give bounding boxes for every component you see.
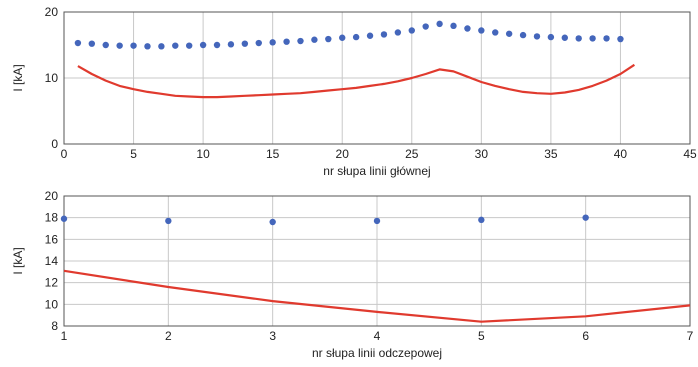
main-data-point: [172, 42, 179, 49]
main-plot-frame: [63, 11, 691, 145]
main-x-tick-label: 45: [683, 147, 697, 161]
main-data-point: [102, 41, 109, 49]
main-data-point: [533, 33, 541, 40]
branch-x-tick-label: 7: [687, 329, 694, 343]
main-x-tick-label: 0: [61, 147, 68, 161]
branch-data-point: [373, 217, 381, 225]
main-x-tick-label: 5: [130, 147, 137, 161]
branch-x-tick-label: 6: [582, 329, 589, 343]
branch-plot-frame: [63, 195, 691, 327]
main-data-point: [186, 42, 193, 49]
branch-data-point: [269, 218, 276, 226]
main-current-line: [77, 63, 636, 99]
branch-y-tick-label: 8: [51, 319, 58, 333]
main-x-tick-label: 25: [405, 147, 419, 161]
main-data-point: [130, 42, 137, 49]
main-data-point: [436, 20, 443, 28]
branch-y-tick-label: 14: [45, 254, 59, 268]
main-data-point: [478, 27, 485, 34]
main-y-tick-label: 20: [45, 5, 59, 19]
branch-data-point: [582, 214, 589, 221]
main-data-point: [519, 31, 527, 39]
branch-x-tick-label: 5: [478, 329, 485, 343]
main-line-chart: 0 5 10 15 20 25 30 35 40 45 0 10 20 nr słupa linii gł…: [11, 5, 697, 178]
main-data-point: [394, 29, 402, 36]
main-data-point: [380, 31, 388, 38]
main-data-point: [352, 33, 360, 41]
main-data-point: [311, 36, 318, 43]
main-data-point: [325, 35, 332, 43]
branch-y-tick-label: 12: [45, 276, 59, 290]
main-data-point: [227, 41, 235, 48]
main-data-point: [116, 42, 123, 49]
branch-x-tick-label: 3: [269, 329, 276, 343]
branch-data-point: [165, 217, 172, 225]
branch-y-tick-label: 20: [45, 189, 59, 203]
main-data-point: [297, 37, 304, 45]
branch-x-tick-label: 1: [61, 329, 68, 343]
main-data-point: [422, 23, 429, 30]
main-data-point: [269, 39, 276, 46]
main-data-point: [505, 30, 513, 37]
branch-data-point: [60, 215, 68, 222]
main-data-point: [283, 38, 290, 45]
main-data-point: [255, 39, 262, 47]
main-data-point: [144, 43, 151, 50]
main-y-tick-label: 0: [51, 137, 58, 151]
branch-y-tick-label: 16: [45, 232, 59, 246]
branch-x-tick-label: 2: [165, 329, 172, 343]
main-x-tick-label: 35: [544, 147, 558, 161]
branch-y-tick-label: 10: [45, 297, 59, 311]
main-data-point: [74, 39, 82, 47]
main-data-point: [366, 32, 374, 39]
main-x-tick-label: 40: [614, 147, 628, 161]
main-data-point: [589, 35, 596, 42]
main-x-tick-label: 20: [336, 147, 350, 161]
main-data-point: [492, 29, 499, 36]
branch-y-tick-label: 18: [45, 211, 59, 225]
main-data-point: [339, 34, 346, 41]
branch-data-point: [478, 216, 485, 224]
main-data-point: [547, 33, 555, 41]
branch-y-axis-label: I [kA]: [11, 247, 25, 274]
branch-x-tick-label: 4: [374, 329, 381, 343]
main-data-point: [450, 22, 457, 30]
main-data-point: [241, 40, 249, 47]
main-data-point: [617, 35, 624, 43]
main-data-point: [575, 35, 582, 42]
main-data-point: [88, 40, 96, 47]
main-data-point: [199, 41, 207, 49]
main-x-tick-label: 30: [475, 147, 489, 161]
branch-x-axis-label: nr słupa linii odczepowej: [312, 346, 442, 360]
main-x-tick-label: 10: [196, 147, 210, 161]
main-data-point: [464, 25, 471, 32]
main-y-axis-label: I [kA]: [11, 64, 25, 91]
main-data-point: [213, 41, 221, 49]
main-data-point: [408, 27, 415, 34]
main-data-point: [158, 43, 165, 50]
main-data-point: [603, 35, 610, 42]
main-data-point: [561, 34, 568, 41]
main-x-axis-label: nr słupa linii głównej: [323, 164, 430, 178]
main-x-tick-label: 15: [266, 147, 280, 161]
main-y-tick-label: 10: [45, 71, 59, 85]
branch-current-line: [63, 269, 691, 323]
